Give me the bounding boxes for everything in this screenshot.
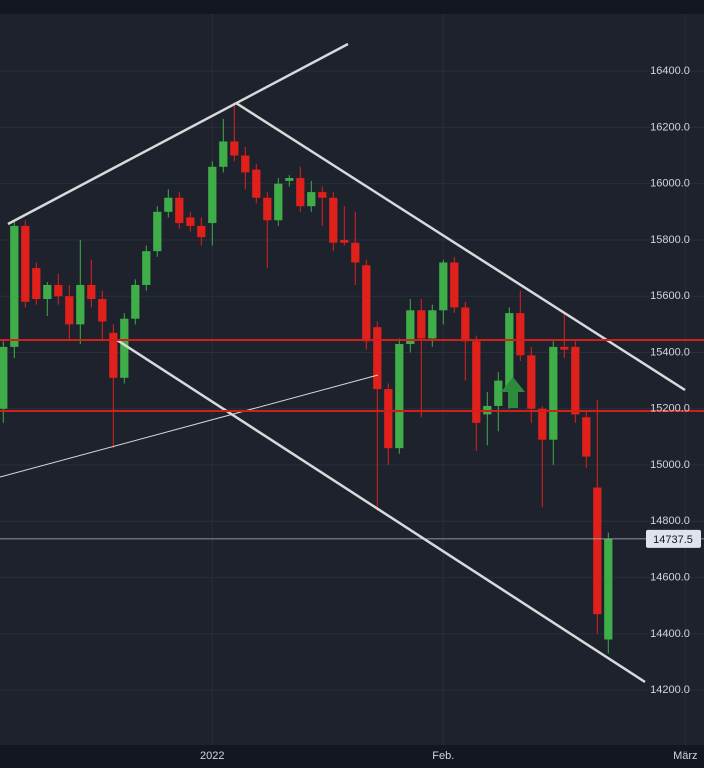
candle-body xyxy=(428,310,437,339)
x-tick-label: März xyxy=(673,750,697,762)
candle-body xyxy=(153,211,162,252)
candle-body xyxy=(538,408,547,440)
candle-body xyxy=(219,141,228,167)
candle-body xyxy=(549,346,558,440)
candle-body xyxy=(384,389,393,449)
y-tick-label: 15200.0 xyxy=(650,403,690,415)
top-bar xyxy=(0,0,704,14)
candle-body xyxy=(450,262,459,308)
candle-body xyxy=(582,417,591,457)
candle-body xyxy=(208,166,217,224)
drawings xyxy=(0,42,704,684)
y-tick-label: 14600.0 xyxy=(650,571,690,583)
candle-body xyxy=(516,313,525,356)
last-price-label: 14737.5 xyxy=(653,534,693,546)
candle-body xyxy=(65,296,74,325)
candle-body xyxy=(164,197,173,212)
trend-line xyxy=(0,374,379,478)
candle-body xyxy=(307,192,316,207)
candle-body xyxy=(560,346,569,350)
y-tick-label: 14800.0 xyxy=(650,515,690,527)
candle-body xyxy=(461,307,470,342)
candle-body xyxy=(406,310,415,345)
y-tick-label: 16400.0 xyxy=(650,65,690,77)
candle-body xyxy=(131,284,140,319)
candle-body xyxy=(109,332,118,378)
candle-body xyxy=(527,355,536,409)
x-tick-label: 2022 xyxy=(200,750,224,762)
candle-body xyxy=(142,251,151,285)
candle-body xyxy=(571,346,580,415)
time-axis-bar xyxy=(0,745,704,768)
candle-body xyxy=(285,178,294,181)
y-tick-label: 14400.0 xyxy=(650,628,690,640)
candle-body xyxy=(329,197,338,243)
candle-body xyxy=(120,318,129,378)
candle-body xyxy=(296,178,305,207)
candle-body xyxy=(230,141,239,156)
candle-body xyxy=(340,239,349,243)
candle-body xyxy=(43,284,52,300)
candle-body xyxy=(241,155,250,173)
candle-body xyxy=(0,346,8,409)
candle-body xyxy=(494,380,503,406)
candle-body xyxy=(505,313,514,392)
candle-body xyxy=(604,538,613,640)
y-tick-label: 15800.0 xyxy=(650,234,690,246)
candle-body xyxy=(263,197,272,221)
candle-body xyxy=(87,284,96,300)
candle-body xyxy=(593,487,602,615)
trend-line xyxy=(235,101,686,392)
candle-body xyxy=(197,225,206,238)
candle-body xyxy=(21,225,30,302)
arrow-icon xyxy=(501,377,525,408)
candle-body xyxy=(417,310,426,339)
y-tick-label: 16200.0 xyxy=(650,121,690,133)
candle-body xyxy=(274,183,283,221)
x-tick-label: Feb. xyxy=(432,750,454,762)
last-price-box xyxy=(646,529,701,548)
candle-body xyxy=(439,262,448,311)
candle-body xyxy=(186,217,195,226)
candle-body xyxy=(54,284,63,297)
y-tick-label: 15600.0 xyxy=(650,290,690,302)
candle-body xyxy=(318,192,327,198)
y-tick-label: 15000.0 xyxy=(650,459,690,471)
trend-line xyxy=(116,338,646,684)
candle-body xyxy=(10,225,19,347)
candle-body xyxy=(76,284,85,325)
candle-body xyxy=(252,169,261,198)
y-tick-label: 15400.0 xyxy=(650,346,690,358)
y-tick-label: 16000.0 xyxy=(650,178,690,190)
candle-body xyxy=(362,265,371,342)
candle-body xyxy=(175,197,184,224)
candle-body xyxy=(472,341,481,423)
candle-body xyxy=(98,299,107,322)
trend-line xyxy=(7,42,349,226)
candle-body xyxy=(395,344,404,449)
candle-body xyxy=(351,242,360,263)
y-tick-label: 14200.0 xyxy=(650,684,690,696)
candle-body xyxy=(32,268,41,300)
candle-body xyxy=(373,327,382,390)
